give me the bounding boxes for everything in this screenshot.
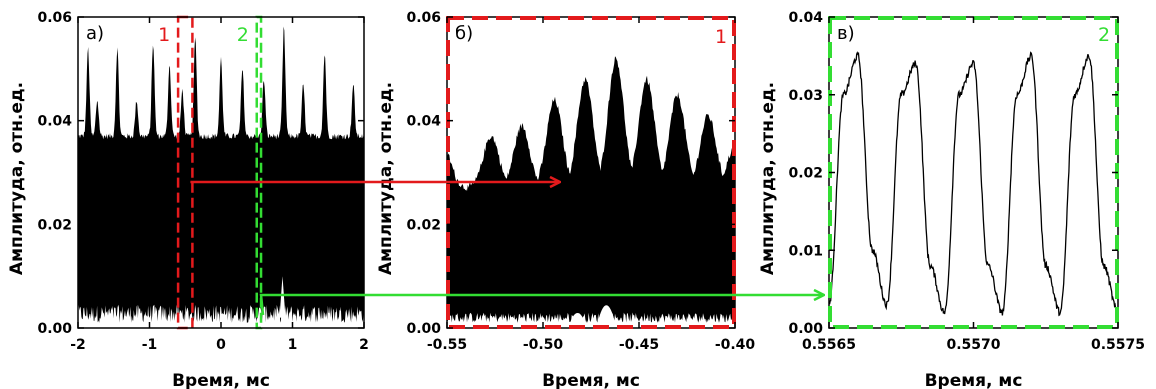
x-tick-label: 0 bbox=[216, 337, 226, 353]
y-tick-label: 0.06 bbox=[406, 10, 441, 26]
x-tick-label: -1 bbox=[142, 337, 158, 353]
panel-c-ticks: 0.5565 0.5570 0.5575 0.00 0.01 0.02 0.03 0.04 bbox=[788, 10, 1145, 353]
region-2-label: 2 bbox=[237, 24, 249, 46]
panel-c-x-axis-label: Время, мс bbox=[925, 371, 1023, 389]
panel-b-region-box bbox=[446, 16, 736, 329]
panel-a-x-axis-label: Время, мс bbox=[172, 371, 270, 389]
panel-a-signal-fill bbox=[78, 26, 364, 323]
panel-b-signal bbox=[447, 56, 735, 324]
panel-c-y-axis-label: Амплитуда, отн.ед. bbox=[758, 82, 778, 275]
x-tick-label: -0.55 bbox=[427, 337, 467, 353]
x-tick-label: 2 bbox=[359, 337, 369, 353]
panel-c-region-box bbox=[828, 16, 1119, 329]
y-tick-label: 0.04 bbox=[788, 10, 823, 26]
panel-b-ticks: -0.55 -0.50 -0.45 -0.40 0.00 0.02 0.04 0.06 bbox=[406, 10, 755, 353]
panel-b-box-label: 1 bbox=[715, 26, 727, 48]
panel-b-bottom-notch bbox=[569, 312, 586, 324]
panel-a-y-axis-label: Амплитуда, отн.ед. bbox=[7, 82, 27, 275]
x-tick-label: 0.5570 bbox=[946, 337, 1000, 353]
y-tick-label: 0.04 bbox=[37, 114, 72, 130]
panel-c-frame bbox=[828, 16, 1119, 329]
y-tick-label: 0.02 bbox=[788, 166, 823, 182]
panel-c: 0.5565 0.5570 0.5575 0.00 0.01 0.02 0.03 0.04 в… bbox=[758, 10, 1145, 389]
zoom-arrow-region-2 bbox=[259, 295, 824, 316]
panel-c-signal-line bbox=[828, 51, 1119, 317]
panel-a: -2 -1 0 1 2 0.00 0.02 0.04 0.06 а) 1 2 Время, мс… bbox=[7, 10, 369, 389]
y-tick-label: 0.00 bbox=[788, 321, 823, 337]
panel-c-signal bbox=[828, 51, 1119, 317]
y-tick-label: 0.03 bbox=[788, 88, 823, 104]
panel-b-bottom-bump bbox=[597, 305, 616, 324]
panel-b: -0.55 -0.50 -0.45 -0.400.000.020.040.06 б) … bbox=[376, 10, 755, 389]
panel-b-signal-fill bbox=[447, 56, 735, 323]
y-tick-label: 0.02 bbox=[406, 217, 441, 233]
panel-c-box-label: 2 bbox=[1098, 24, 1110, 46]
x-tick-label: 0.5575 bbox=[1091, 337, 1145, 353]
panel-a-ticks: -2 -1 0 1 2 0.00 0.02 0.04 0.06 bbox=[37, 10, 368, 353]
y-tick-label: 0.02 bbox=[37, 217, 72, 233]
panel-a-spike bbox=[279, 276, 286, 318]
x-tick-label: -0.45 bbox=[619, 337, 659, 353]
x-tick-label: -0.40 bbox=[715, 337, 756, 353]
panel-b-x-axis-label: Время, мс bbox=[542, 371, 640, 389]
y-tick-label: 0.00 bbox=[37, 321, 72, 337]
panel-c-label: в) bbox=[837, 23, 855, 44]
y-tick-label: 0.01 bbox=[788, 243, 823, 259]
x-tick-label: -2 bbox=[70, 337, 86, 353]
region-1-label: 1 bbox=[158, 24, 170, 46]
y-tick-label: 0.06 bbox=[37, 10, 72, 26]
y-tick-label: 0.04 bbox=[406, 114, 441, 130]
panel-b-y-axis-label: Амплитуда, отн.ед. bbox=[376, 82, 396, 275]
y-tick-label: 0.00 bbox=[406, 321, 441, 337]
x-tick-label: 1 bbox=[288, 337, 298, 353]
panel-b-label: б) bbox=[455, 23, 473, 44]
panel-a-label: а) bbox=[86, 23, 104, 44]
x-tick-label: -0.50 bbox=[523, 337, 564, 353]
x-tick-label: 0.5565 bbox=[802, 337, 856, 353]
panel-a-signal bbox=[78, 26, 364, 323]
